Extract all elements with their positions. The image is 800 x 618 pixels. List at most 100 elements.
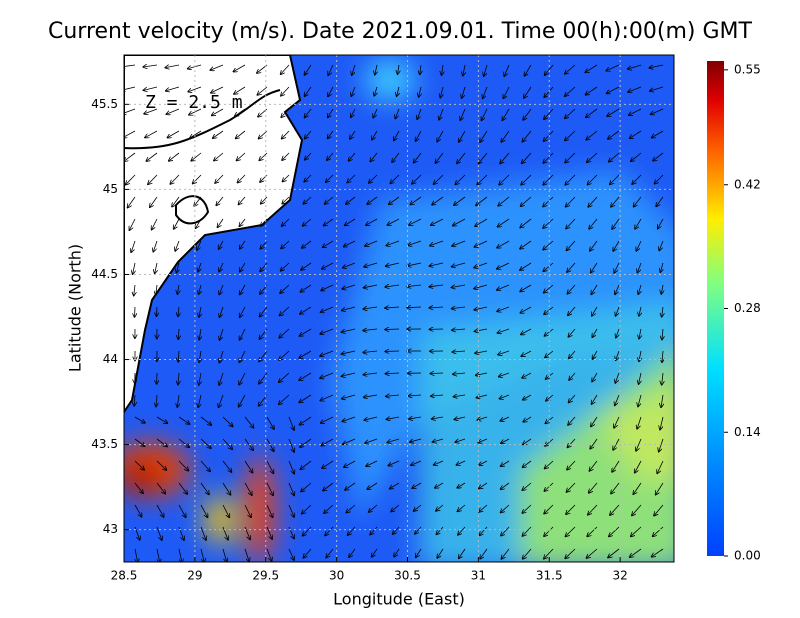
flow-arrow <box>390 482 400 489</box>
flow-arrow <box>566 218 576 229</box>
flow-arrow <box>386 417 400 419</box>
flow-arrow <box>199 328 201 340</box>
flow-arrow <box>609 152 620 162</box>
flow-arrow <box>479 526 488 535</box>
flow-arrow <box>370 526 378 535</box>
flow-arrow <box>454 196 466 205</box>
flow-arrow <box>239 394 246 407</box>
flow-arrow <box>633 482 642 494</box>
flow-arrow <box>451 285 466 288</box>
flow-arrow <box>199 306 201 317</box>
flow-arrow <box>501 548 510 559</box>
flow-arrow <box>463 64 465 76</box>
flow-arrow <box>190 130 202 138</box>
flow-arrow <box>431 218 444 225</box>
flow-arrow <box>322 262 334 269</box>
flow-arrow <box>321 438 334 446</box>
flow-arrow <box>587 152 598 162</box>
flow-arrow <box>394 548 400 557</box>
y-tick-label: 43.5 <box>91 437 118 451</box>
flow-arrow <box>341 328 356 332</box>
flow-arrow <box>178 482 187 494</box>
coastline <box>124 89 281 150</box>
flow-arrow <box>215 174 224 183</box>
flow-arrow <box>611 196 620 207</box>
flow-arrow <box>305 108 312 117</box>
flow-arrow <box>372 130 378 140</box>
flow-arrow <box>341 372 356 376</box>
flow-arrow <box>414 152 422 163</box>
flow-arrow <box>188 64 202 69</box>
flow-arrow <box>520 284 532 291</box>
flow-arrow <box>639 328 641 339</box>
flow-arrow <box>607 108 620 116</box>
flow-arrow <box>156 438 167 447</box>
flow-arrow <box>282 174 290 182</box>
flow-arrow <box>565 130 576 141</box>
flow-arrow <box>156 394 157 407</box>
flow-arrow <box>366 218 378 225</box>
flow-arrow <box>474 329 488 331</box>
flow-arrow <box>523 394 532 400</box>
flow-arrow <box>567 438 576 447</box>
flow-arrow <box>441 64 443 75</box>
flow-arrow <box>299 350 312 358</box>
flow-arrow <box>257 86 268 95</box>
flow-arrow <box>479 152 488 164</box>
flow-arrow <box>328 86 334 96</box>
y-axis-label: Latitude (North) <box>66 244 85 372</box>
flow-arrow <box>639 306 641 316</box>
flow-arrow <box>475 351 488 353</box>
field <box>124 55 674 562</box>
flow-arrow <box>416 130 422 141</box>
flow-arrow <box>282 218 290 226</box>
flow-arrow <box>657 460 664 473</box>
flow-arrow <box>566 504 576 514</box>
flow-arrow <box>417 108 422 119</box>
flow-arrow <box>410 196 422 205</box>
flow-arrow <box>178 504 186 517</box>
flow-arrow <box>322 460 334 468</box>
flow-arrow <box>391 504 400 512</box>
flow-arrow <box>499 372 510 377</box>
flow-arrow <box>155 262 157 273</box>
flow-arrow <box>430 373 444 374</box>
flow-arrow <box>453 218 466 226</box>
flow-arrow <box>222 416 233 426</box>
flow-arrow <box>279 328 290 338</box>
flow-arrow <box>662 328 663 340</box>
flow-arrow <box>651 108 664 114</box>
flow-arrow <box>188 86 202 92</box>
flow-arrow <box>131 240 136 252</box>
flow-arrow <box>462 86 466 98</box>
flow-arrow <box>521 196 532 206</box>
flow-arrow <box>211 86 224 93</box>
chart-title: Current velocity (m/s). Date 2021.09.01.… <box>48 19 753 44</box>
flow-arrow <box>520 262 532 270</box>
flow-arrow <box>303 196 312 204</box>
flow-arrow <box>238 196 246 205</box>
flow-arrow <box>501 460 510 466</box>
x-tick-label: 28.5 <box>111 569 138 583</box>
flow-arrow <box>501 438 510 443</box>
flow-arrow <box>476 196 488 205</box>
flow-arrow <box>217 218 224 227</box>
flow-arrow <box>435 152 444 163</box>
x-tick-label: 29.5 <box>252 569 279 583</box>
flow-arrow <box>166 108 180 114</box>
flow-arrow <box>522 460 532 467</box>
flow-arrow <box>343 262 356 268</box>
flow-arrow <box>569 350 576 358</box>
flow-arrow <box>200 460 210 471</box>
flow-arrow <box>500 482 510 489</box>
flow-arrow <box>434 174 444 184</box>
flow-arrow <box>144 108 158 114</box>
x-tick-label: 30 <box>329 569 344 583</box>
flow-arrow <box>299 394 312 403</box>
flow-arrow <box>281 262 290 271</box>
flow-arrow <box>259 152 268 160</box>
flow-arrow <box>407 307 422 308</box>
flow-arrow <box>432 439 444 442</box>
flow-arrow <box>156 416 167 423</box>
flow-arrow <box>569 372 576 380</box>
